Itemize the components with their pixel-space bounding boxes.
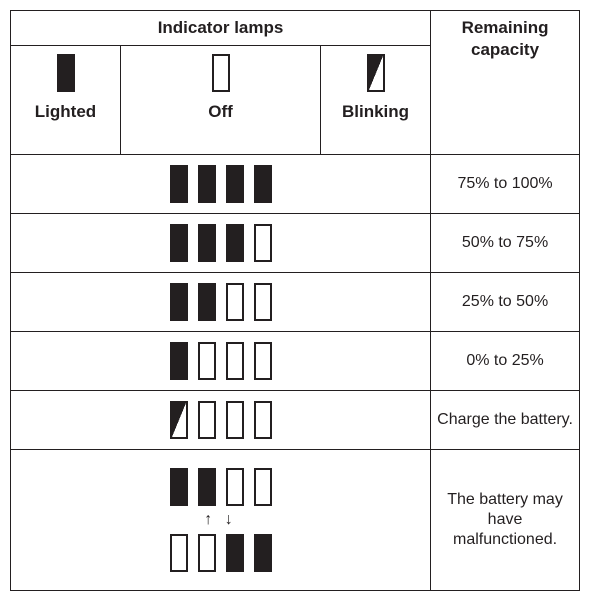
lamp-row <box>11 401 430 439</box>
table-row-malfunction: ↑ ↓ The battery may have malfunctioned. <box>11 450 580 591</box>
lamp-pattern-cell <box>11 273 431 332</box>
lamp-icon <box>254 342 272 380</box>
lamp-icon <box>254 534 272 572</box>
lamp-icon <box>198 165 216 203</box>
legend-blinking-label: Blinking <box>342 102 409 122</box>
header-remaining-capacity: Remaining capacity <box>431 11 580 155</box>
lamp-icon <box>367 54 385 92</box>
legend-off-cell: Off <box>121 46 321 155</box>
lamp-icon <box>254 165 272 203</box>
lamp-icon <box>170 224 188 262</box>
lamp-icon <box>170 468 188 506</box>
lamp-row <box>11 283 430 321</box>
legend-off-label: Off <box>208 102 233 122</box>
lamp-row <box>11 165 430 203</box>
legend-lighted-label: Lighted <box>35 102 96 122</box>
alternating-arrows-icon: ↑ ↓ <box>204 512 236 528</box>
lamp-icon <box>226 283 244 321</box>
lamp-icon <box>57 54 75 92</box>
lamp-icon <box>254 401 272 439</box>
table-row: 75% to 100% <box>11 155 580 214</box>
lamp-row <box>165 468 277 506</box>
capacity-text: Charge the battery. <box>431 391 580 450</box>
lamp-icon <box>198 401 216 439</box>
capacity-text: 50% to 75% <box>431 214 580 273</box>
lamp-icon <box>254 283 272 321</box>
table-row: 50% to 75% <box>11 214 580 273</box>
lamp-icon <box>212 54 230 92</box>
lamp-pattern-alt-cell: ↑ ↓ <box>11 450 431 591</box>
lamp-pattern-cell <box>11 391 431 450</box>
lamp-icon <box>198 468 216 506</box>
lamp-icon <box>198 283 216 321</box>
lamp-icon <box>170 165 188 203</box>
lamp-pattern-cell <box>11 214 431 273</box>
lamp-row <box>11 342 430 380</box>
lamp-icon <box>198 534 216 572</box>
capacity-text: The battery may have malfunctioned. <box>431 450 580 591</box>
lamp-icon <box>226 401 244 439</box>
legend-blinking-cell: Blinking <box>321 46 431 155</box>
lamp-icon <box>170 283 188 321</box>
lamp-pattern-cell <box>11 155 431 214</box>
legend-lighted-cell: Lighted <box>11 46 121 155</box>
lamp-row <box>11 224 430 262</box>
lamp-icon <box>170 342 188 380</box>
capacity-text: 25% to 50% <box>431 273 580 332</box>
lamp-icon <box>254 224 272 262</box>
capacity-text: 0% to 25% <box>431 332 580 391</box>
lamp-icon <box>170 534 188 572</box>
table-row: 0% to 25% <box>11 332 580 391</box>
table-row: Charge the battery. <box>11 391 580 450</box>
indicator-lamp-table: Indicator lamps Remaining capacity Light… <box>10 10 580 591</box>
lamp-icon <box>226 165 244 203</box>
lamp-pattern-cell <box>11 332 431 391</box>
header-indicator-lamps: Indicator lamps <box>11 11 431 46</box>
lamp-icon <box>170 401 188 439</box>
lamp-icon <box>198 224 216 262</box>
lamp-icon <box>226 224 244 262</box>
lamp-icon <box>226 468 244 506</box>
lamp-icon <box>226 534 244 572</box>
lamp-icon <box>254 468 272 506</box>
table-row: 25% to 50% <box>11 273 580 332</box>
capacity-text: 75% to 100% <box>431 155 580 214</box>
lamp-icon <box>198 342 216 380</box>
lamp-row <box>165 534 277 572</box>
lamp-icon <box>226 342 244 380</box>
